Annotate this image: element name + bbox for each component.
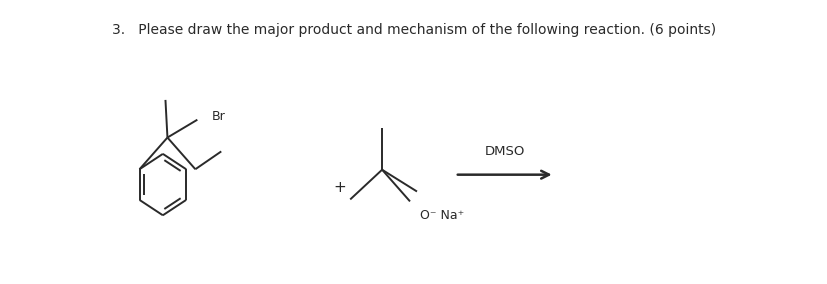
- Text: 3.   Please draw the major product and mechanism of the following reaction. (6 p: 3. Please draw the major product and mec…: [112, 23, 715, 37]
- Text: O⁻ Na⁺: O⁻ Na⁺: [419, 209, 464, 222]
- Text: +: +: [333, 180, 347, 195]
- Text: DMSO: DMSO: [484, 145, 524, 158]
- Text: Br: Br: [211, 110, 225, 123]
